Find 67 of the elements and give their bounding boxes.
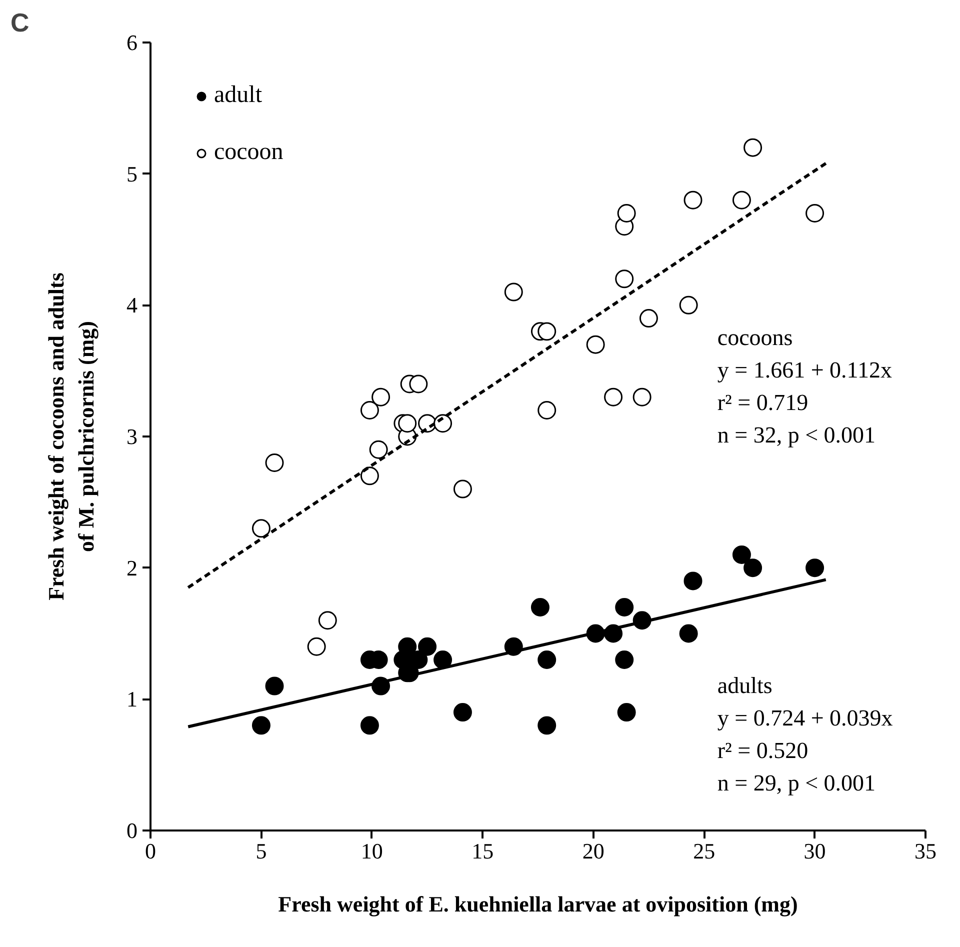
point [398,414,417,433]
point [360,466,379,486]
point [538,401,556,420]
point [434,650,452,669]
point [307,637,326,656]
point [453,703,472,722]
point [604,388,623,406]
point [360,716,379,735]
legend-label: adult [214,82,262,109]
point [453,480,472,498]
point [265,676,284,696]
point [252,716,270,735]
point [617,703,636,722]
point [372,388,390,406]
point [639,309,658,328]
point [806,204,824,222]
y-axis-title: Fresh weight of cocoons and adults of M. pulchricornis (mg) [44,272,98,600]
point [617,204,636,222]
x-tick-label: 30 [804,838,826,864]
point [684,572,702,590]
point [418,637,437,656]
point [538,650,556,669]
point [265,454,284,472]
point [409,374,428,394]
point [434,414,452,433]
legend-label: cocoon [214,139,284,166]
point [615,650,634,669]
annotation: adults y = 0.724 + 0.039x r² = 0.520 n = 29, p < 0.001 [717,672,894,796]
point [252,519,270,538]
x-tick-label: 10 [360,838,383,864]
x-tick-label: 15 [472,838,494,864]
point [369,440,388,459]
y-tick-label: 4 [126,292,138,318]
point [398,637,417,656]
x-tick-label: 35 [914,838,936,864]
point [679,624,698,643]
annotation: cocoons y = 1.661 + 0.112x r² = 0.719 n = 32, p < 0.001 [717,324,892,448]
point [679,296,698,314]
point [538,322,556,341]
x-tick-label: 0 [145,838,156,864]
y-tick-label: 3 [126,424,138,449]
x-tick-label: 20 [582,838,604,864]
point [615,270,634,288]
point [744,138,762,157]
point [632,388,652,406]
point [360,401,379,420]
y-tick-label: 6 [126,30,138,55]
y-tick-label: 2 [126,555,138,580]
x-tick-label: 5 [256,838,267,864]
point [615,598,634,616]
point [732,545,751,564]
point [744,558,762,578]
point [538,716,556,735]
point [586,335,605,354]
chart-title: C [10,8,30,38]
x-axis-title: Fresh weight of E. kuehniella larvae at oviposition (mg) [278,892,798,916]
y-tick-label: 1 [126,686,138,712]
point [504,282,523,302]
point [806,558,824,578]
point [409,650,428,669]
x-tick-label: 25 [693,838,716,864]
point [684,190,702,210]
y-tick-label: 0 [126,818,138,843]
y-tick-label: 5 [126,161,138,186]
point [732,190,751,210]
point [530,598,550,616]
point [318,611,337,630]
